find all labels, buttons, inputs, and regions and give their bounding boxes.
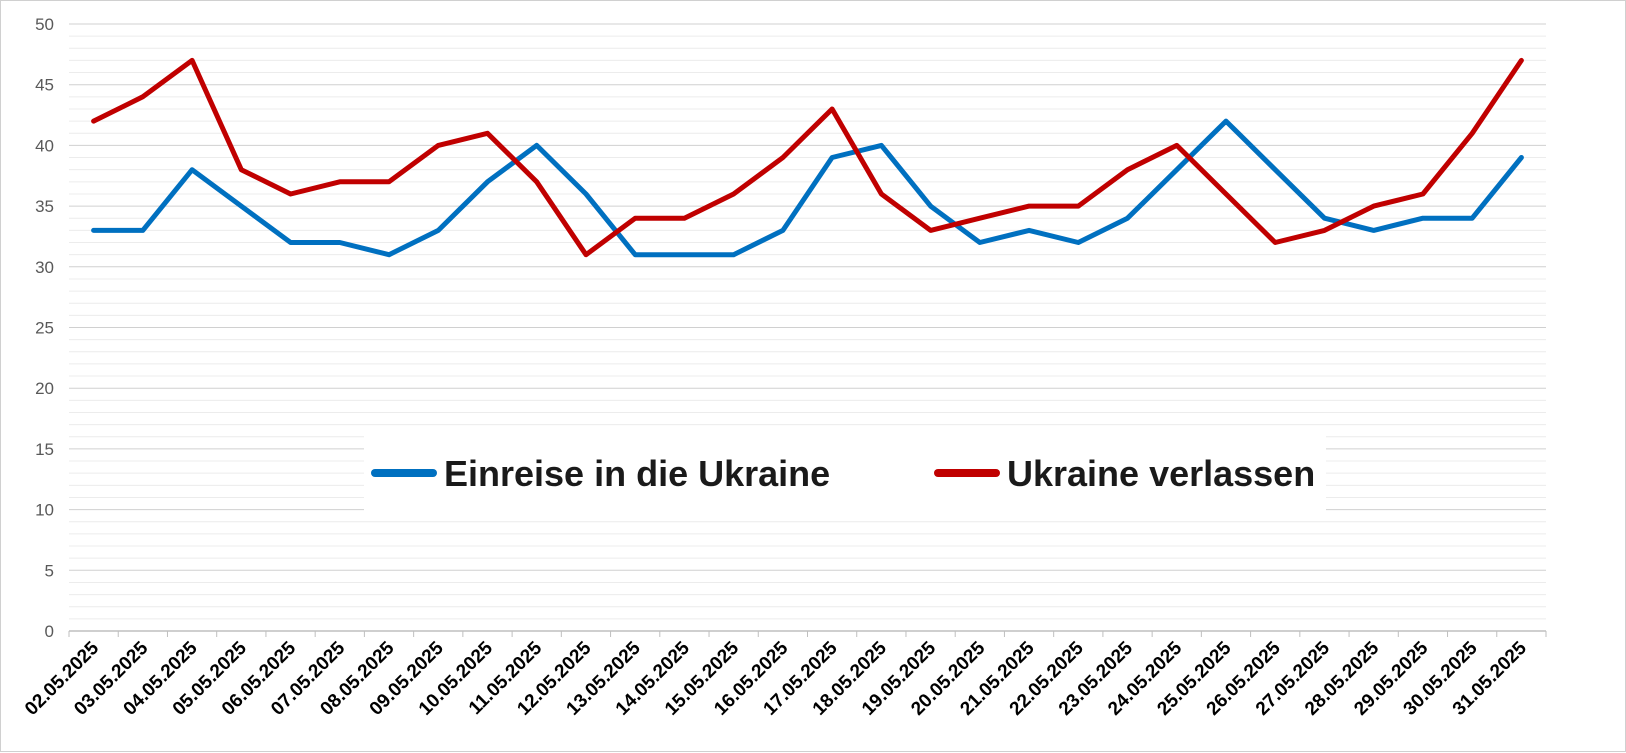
gridlines xyxy=(69,23,1546,620)
y-tick-label: 25 xyxy=(35,319,54,338)
y-tick-label: 5 xyxy=(45,561,54,580)
series-lines xyxy=(91,57,1524,258)
series-line-1 xyxy=(91,118,1524,258)
legend: Einreise in die Ukraine Ukraine verlassen xyxy=(364,433,1326,511)
y-tick-label: 15 xyxy=(35,440,54,459)
x-axis-ticks: 02.05.202503.05.202504.05.202505.05.2025… xyxy=(21,637,1531,719)
y-tick-label: 20 xyxy=(35,379,54,398)
y-tick-label: 30 xyxy=(35,258,54,277)
legend-label-2: Ukraine verlassen xyxy=(1007,453,1315,494)
y-tick-label: 35 xyxy=(35,197,54,216)
axes xyxy=(68,630,1547,637)
y-tick-label: 10 xyxy=(35,501,54,520)
y-tick-label: 0 xyxy=(45,622,54,641)
legend-label-1: Einreise in die Ukraine xyxy=(444,453,830,494)
y-tick-label: 45 xyxy=(35,76,54,95)
y-tick-label: 40 xyxy=(35,136,54,155)
y-axis-ticks: 0 5 10 15 20 25 30 35 40 45 50 xyxy=(35,15,54,641)
legend-box xyxy=(364,433,1326,511)
series-line-2 xyxy=(91,57,1524,258)
y-tick-label: 50 xyxy=(35,15,54,34)
